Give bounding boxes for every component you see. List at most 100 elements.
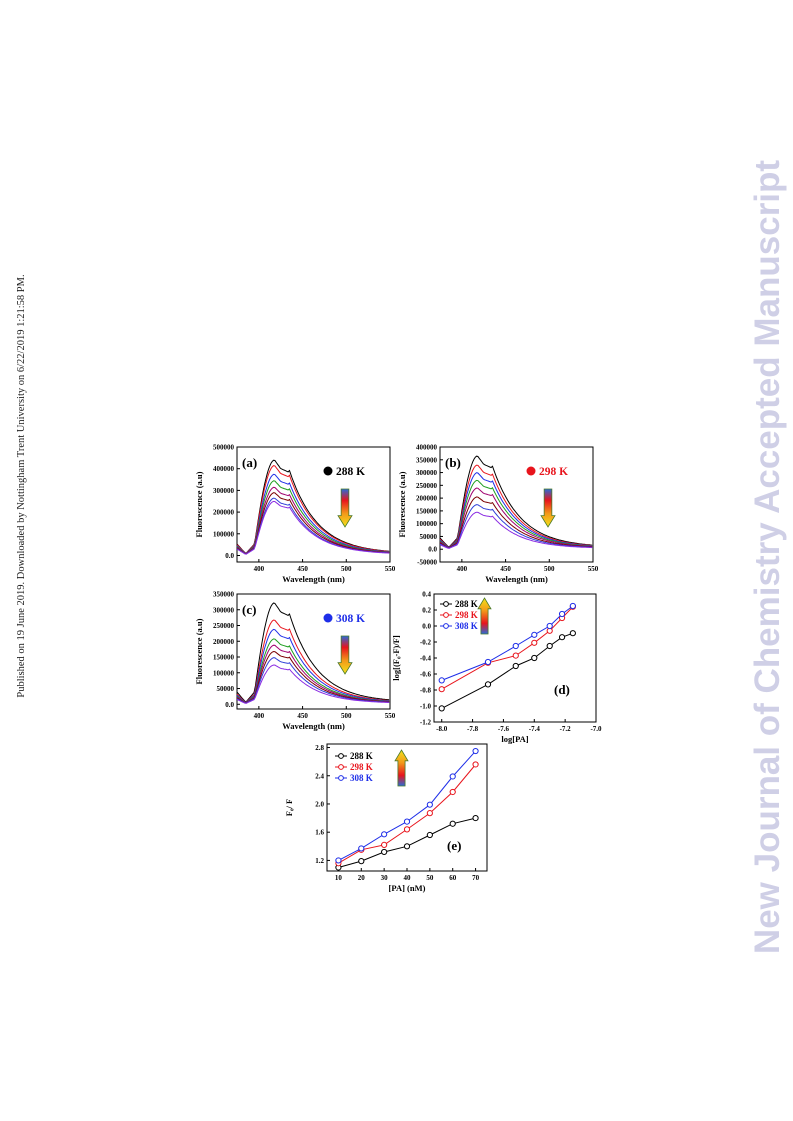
- x-tick-label: -7.6: [498, 725, 510, 733]
- panel-label: (a): [242, 455, 257, 470]
- data-point: [381, 841, 388, 848]
- x-tick-label: 40: [404, 874, 412, 882]
- legend-label: 298 K: [350, 762, 373, 772]
- data-point: [558, 610, 566, 618]
- data-point: [512, 652, 519, 659]
- x-tick-label: 60: [449, 874, 457, 882]
- y-tick-label: 100000: [416, 520, 438, 528]
- y-axis-label: F₀/ F: [284, 799, 294, 816]
- temperature-label: 308 K: [336, 613, 365, 625]
- data-point: [484, 681, 492, 688]
- x-axis-label: Wavelength (nm): [282, 574, 345, 584]
- y-tick-label: 50000: [420, 533, 438, 541]
- y-tick-label: 0.0: [225, 552, 234, 560]
- data-point: [449, 820, 456, 827]
- y-tick-label: -1.0: [420, 703, 432, 711]
- temperature-label: 298 K: [539, 466, 568, 478]
- data-point: [531, 639, 538, 646]
- chart-panel-c: 400 450 500 550 0.0 50000 100000 150000 200000 25…: [194, 591, 396, 732]
- x-tick-label: 550: [385, 565, 396, 573]
- spectrum-line: [439, 472, 593, 548]
- y-tick-label: -0.6: [420, 671, 432, 679]
- y-axis-label: Fluorescence (a.u): [194, 471, 204, 537]
- spectrum-line: [236, 628, 390, 703]
- y-tick-label: 350000: [213, 591, 235, 599]
- x-tick-label: -7.8: [467, 725, 479, 733]
- data-point: [569, 602, 576, 610]
- x-tick-label: -7.2: [560, 725, 572, 733]
- x-tick-label: 400: [254, 712, 265, 720]
- y-tick-label: 350000: [416, 456, 438, 464]
- panel-label: (c): [242, 602, 256, 617]
- data-point: [358, 858, 365, 865]
- x-tick-label: 500: [341, 712, 352, 720]
- y-tick-label: 0.4: [422, 591, 431, 599]
- data-point: [426, 810, 433, 817]
- chart-panel-b: 400 450 500 550 -50000 0.0 50000 100000 150000 20…: [397, 444, 599, 585]
- x-tick-label: 450: [297, 565, 308, 573]
- y-tick-label: 300000: [416, 469, 438, 477]
- temperature-marker-icon: [526, 466, 536, 476]
- series-line: [441, 632, 574, 709]
- y-tick-label: 1.6: [315, 829, 324, 837]
- y-tick-label: 50000: [217, 685, 235, 693]
- spectrum-line: [439, 496, 593, 549]
- x-axis-label: Wavelength (nm): [485, 574, 548, 584]
- data-point: [512, 642, 519, 650]
- y-tick-label: 0.2: [422, 607, 431, 615]
- y-tick-label: 2.8: [315, 744, 324, 752]
- spectrum-line: [439, 487, 593, 549]
- spectrum-line: [439, 464, 593, 548]
- x-tick-label: 50: [426, 874, 434, 882]
- data-point: [438, 686, 445, 693]
- data-point: [558, 634, 566, 641]
- data-point: [449, 788, 456, 796]
- temperature-marker-icon: [323, 466, 333, 476]
- spectrum-line: [439, 511, 593, 549]
- legend-marker: [443, 612, 449, 618]
- panel-label: (d): [554, 682, 570, 697]
- spectrum-line: [236, 459, 390, 554]
- temperature-label: 288 K: [336, 466, 365, 478]
- y-tick-label: 0.0: [428, 546, 437, 554]
- spectrum-line: [236, 650, 390, 704]
- y-axis-label: log[(F₀-F)/F]: [391, 635, 401, 681]
- spectrum-line: [236, 619, 390, 703]
- data-point: [512, 662, 519, 670]
- journal-watermark: New Journal of Chemistry Accepted Manusc…: [748, 159, 787, 955]
- legend-label: 288 K: [350, 751, 373, 761]
- data-point: [546, 642, 553, 650]
- spectrum-line: [236, 500, 390, 555]
- data-point: [546, 622, 553, 630]
- plot-frame: [236, 593, 391, 710]
- data-point: [449, 773, 456, 780]
- data-point: [358, 845, 365, 852]
- x-tick-label: 500: [544, 565, 555, 573]
- y-tick-label: 1.2: [315, 857, 324, 865]
- spectrum-line: [236, 664, 390, 704]
- arrow-down-icon: [337, 635, 353, 675]
- x-tick-label: 30: [381, 874, 389, 882]
- y-tick-label: 2.0: [315, 800, 324, 808]
- data-point: [569, 630, 576, 637]
- data-point: [472, 761, 479, 768]
- data-point: [426, 801, 433, 808]
- data-point: [403, 843, 411, 850]
- y-tick-label: 150000: [213, 654, 235, 662]
- data-point: [531, 654, 538, 662]
- legend-marker: [443, 601, 449, 607]
- x-axis-label: [PA] (nM): [389, 883, 426, 893]
- arrow-down-icon: [540, 488, 556, 528]
- x-tick-label: 10: [335, 874, 343, 882]
- y-tick-label: 0.0: [225, 701, 234, 709]
- data-point: [472, 747, 479, 755]
- y-axis-label: Fluorescence (a.u): [194, 618, 204, 684]
- arrow-up-icon: [394, 749, 409, 787]
- panel-label: (b): [445, 455, 461, 470]
- y-tick-label: 2.4: [315, 772, 324, 780]
- legend-label: 298 K: [455, 610, 478, 620]
- x-tick-label: 70: [472, 874, 480, 882]
- x-tick-label: 450: [500, 565, 511, 573]
- data-point: [426, 831, 433, 839]
- legend-label: 308 K: [455, 621, 478, 631]
